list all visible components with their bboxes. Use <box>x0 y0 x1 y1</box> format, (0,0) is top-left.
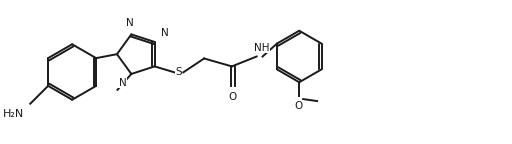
Text: S: S <box>175 67 182 77</box>
Text: H₂N: H₂N <box>3 109 25 119</box>
Text: O: O <box>229 92 237 102</box>
Text: N: N <box>119 78 126 88</box>
Text: N: N <box>161 28 168 38</box>
Text: NH: NH <box>254 42 269 53</box>
Text: O: O <box>294 101 303 111</box>
Text: N: N <box>126 18 134 28</box>
